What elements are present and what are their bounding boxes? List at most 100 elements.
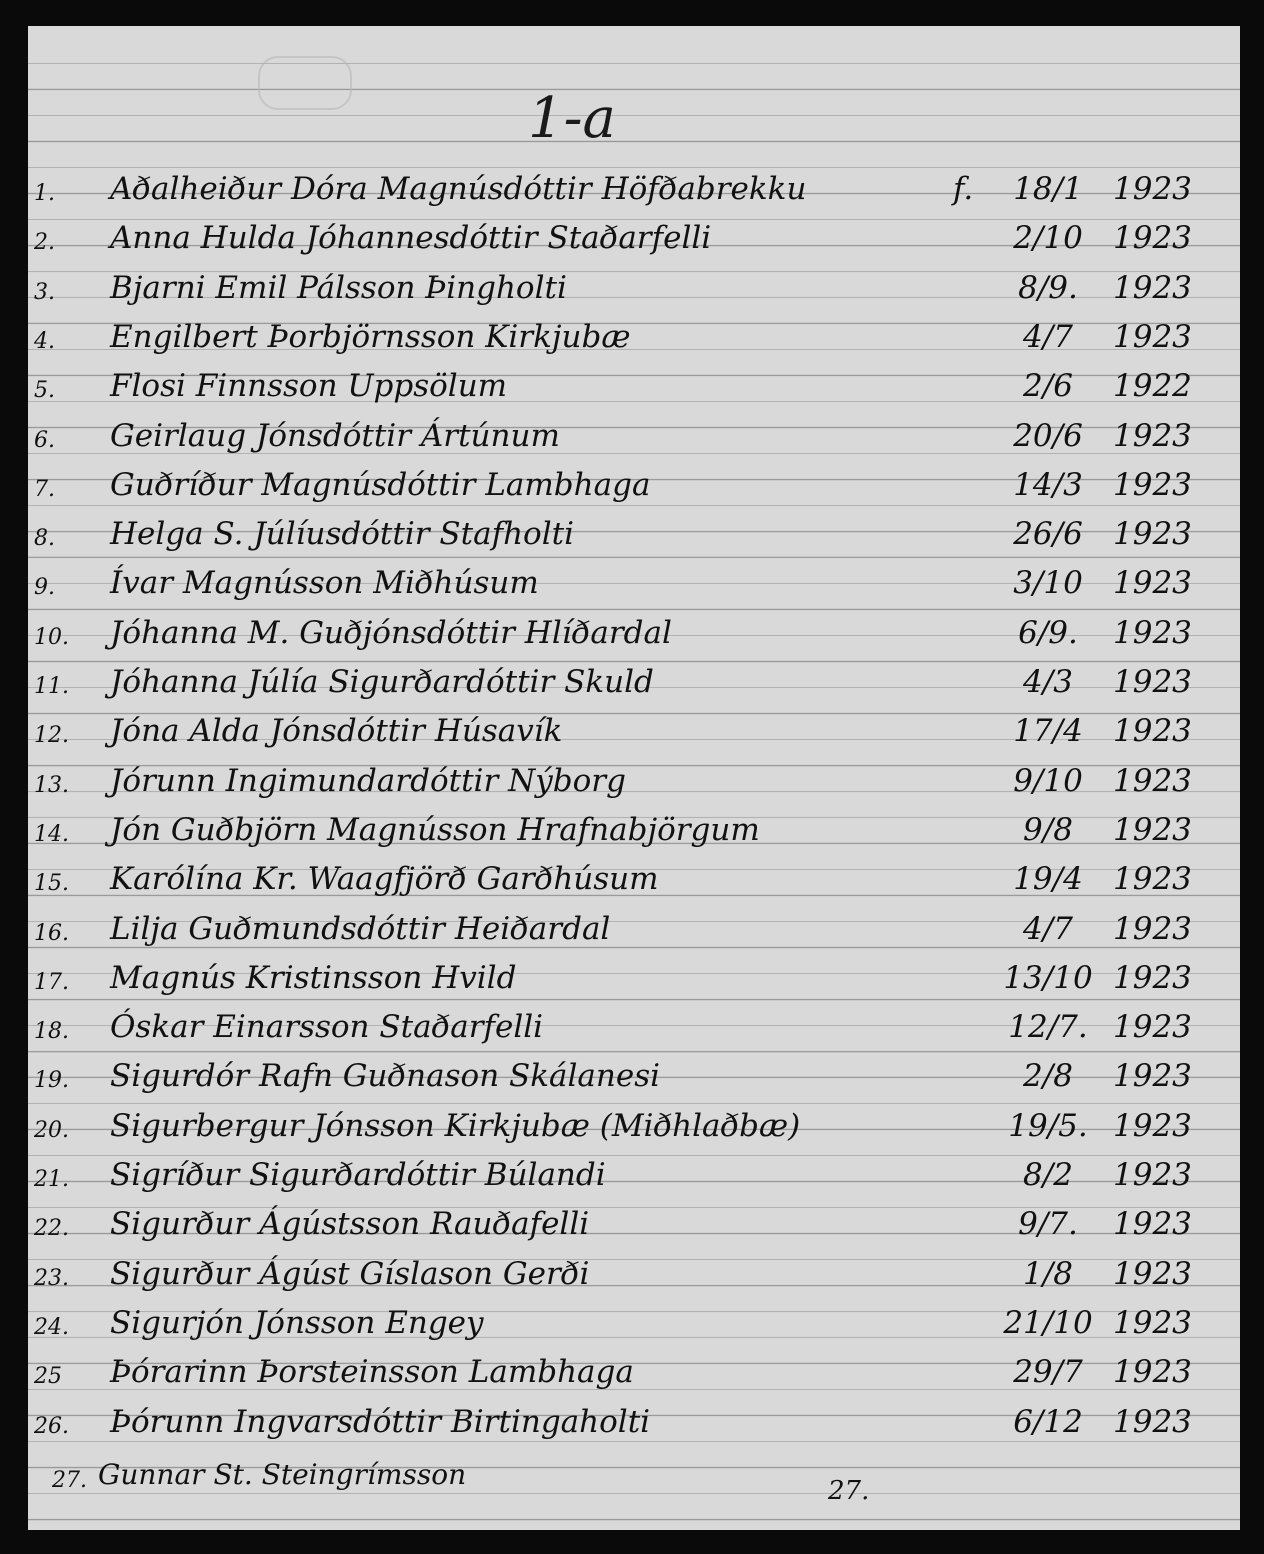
entry-name: Sigurdór Rafn Guðnason Skálanesi [110, 1058, 661, 1095]
birth-year: 1923 [1113, 959, 1192, 996]
entry-row: 17. Magnús Kristinsson Hvild 13/10 1923 [28, 960, 1240, 1000]
entry-name: Þórunn Ingvarsdóttir Birtingaholti [110, 1403, 651, 1440]
birth-year: 1923 [1113, 1304, 1192, 1341]
birth-date: 8/2 [1023, 1157, 1073, 1193]
entry-number: 23. [34, 1265, 69, 1291]
entry-number: 9. [34, 575, 55, 601]
birth-year: 1923 [1113, 220, 1192, 257]
birth-date: 14/3 [1013, 466, 1083, 503]
entry-number: 11. [34, 674, 69, 699]
entry-row: 14. Jón Guðbjörn Magnússon Hrafnabjörgum 9… [28, 812, 1240, 852]
birth-date: 21/10 [1003, 1304, 1093, 1341]
birth-year: 1923 [1113, 1354, 1192, 1391]
entry-row: 1. Aðalheiður Dóra Magnúsdóttir Höfðabrek… [28, 171, 1240, 211]
entry-number: 10. [34, 624, 69, 650]
entry-row: 3. Bjarni Emil Pálsson Þingholti 8/9. 1923 [28, 270, 1240, 310]
entry-number: 6. [34, 427, 55, 453]
birth-date: 6/12 [1013, 1403, 1083, 1440]
entry-number: 5. [34, 378, 55, 404]
entry-number: 8. [34, 526, 55, 552]
entry-number: 12. [34, 723, 69, 749]
page-heading: 1-a [528, 86, 616, 151]
document-page: 1-a 1. Aðalheiður Dóra Magnúsdóttir Höfða… [28, 26, 1240, 1530]
entry-name: Sigurður Ágúst Gíslason Gerði [110, 1255, 590, 1292]
birth-year: 1923 [1113, 1009, 1192, 1046]
birth-date: 17/4 [1013, 713, 1083, 750]
entry-row: 22. Sigurður Ágústsson Rauðafelli 9/7. 1923 [28, 1206, 1240, 1246]
entry-row: 21. Sigríður Sigurðardóttir Búlandi 8/2 192… [28, 1157, 1240, 1197]
entry-name: Jóna Alda Jónsdóttir Húsavík [110, 713, 563, 750]
entry-row: 8. Helga S. Júlíusdóttir Stafholti 26/6 192… [28, 516, 1240, 556]
entry-row: 12. Jóna Alda Jónsdóttir Húsavík 17/4 1923 [28, 713, 1240, 753]
entry-row: 4. Engilbert Þorbjörnsson Kirkjubæ 4/7 1923 [28, 319, 1240, 359]
entry-name: Lilja Guðmundsdóttir Heiðardal [110, 910, 611, 947]
birth-year: 1923 [1113, 614, 1192, 651]
entry-row: 15. Karólína Kr. Waagfjörð Garðhúsum 19/4 1… [28, 861, 1240, 901]
entry-number: 7. [34, 476, 55, 502]
birth-date: 4/3 [1023, 664, 1073, 700]
entry-name: Jórunn Ingimundardóttir Nýborg [110, 762, 626, 799]
entry-name: Gunnar St. Steingrímsson [98, 1458, 467, 1491]
birth-date: 9/7. [1018, 1206, 1078, 1243]
birth-year: 1923 [1113, 1107, 1192, 1144]
entry-row: 23. Sigurður Ágúst Gíslason Gerði 1/8 1923 [28, 1256, 1240, 1296]
entry-row: 26. Þórunn Ingvarsdóttir Birtingaholti 6/1… [28, 1404, 1240, 1444]
birth-year: 1923 [1113, 762, 1192, 799]
birth-year: 1923 [1113, 318, 1192, 355]
total-count: 27. [828, 1476, 870, 1506]
birth-year: 1923 [1113, 516, 1192, 553]
entry-name: Engilbert Þorbjörnsson Kirkjubæ [110, 318, 631, 355]
entry-number: 2. [34, 230, 55, 256]
entry-number: 15. [34, 871, 69, 897]
entry-number: 27. [52, 1468, 87, 1493]
birth-year: 1923 [1113, 664, 1192, 700]
entry-name: Sigurjón Jónsson Engey [110, 1304, 484, 1341]
birth-date: 29/7 [1013, 1354, 1083, 1391]
birth-year: 1923 [1113, 1255, 1192, 1292]
entry-row: 5. Flosi Finnsson Uppsölum 2/6 1922 [28, 368, 1240, 408]
entry-row: 9. Ívar Magnússon Miðhúsum 3/10 1923 [28, 565, 1240, 605]
birth-year: 1923 [1113, 713, 1192, 750]
entry-number: 20. [34, 1117, 69, 1143]
entry-number: 22. [34, 1216, 69, 1242]
entry-number: 17. [34, 969, 69, 995]
entry-name: Óskar Einarsson Staðarfelli [110, 1009, 544, 1046]
entry-row: 10. Jóhanna M. Guðjónsdóttir Hlíðardal 6/9… [28, 615, 1240, 655]
entry-number: 16. [34, 920, 69, 946]
entry-number: 13. [34, 772, 69, 798]
birth-date: 2/8 [1023, 1058, 1073, 1095]
birth-date: 13/10 [1003, 959, 1093, 996]
birth-date: 2/6 [1023, 368, 1073, 405]
entry-number: 18. [34, 1019, 69, 1045]
birth-year: 1923 [1113, 811, 1192, 848]
entry-number: 4. [34, 328, 55, 354]
entry-number: 21. [34, 1167, 69, 1192]
birth-date: 8/9. [1018, 269, 1078, 306]
entry-number: 26. [34, 1413, 69, 1439]
entry-row: 18. Óskar Einarsson Staðarfelli 12/7. 1923 [28, 1009, 1240, 1049]
birth-year: 1923 [1113, 861, 1192, 898]
birth-year: 1922 [1113, 368, 1192, 405]
entry-row: 20. Sigurbergur Jónsson Kirkjubæ (Miðhlað… [28, 1108, 1240, 1148]
entry-row: 7. Guðríður Magnúsdóttir Lambhaga 14/3 1923 [28, 467, 1240, 507]
birth-year: 1923 [1113, 1157, 1192, 1193]
entry-name: Sigurbergur Jónsson Kirkjubæ (Miðhlaðbæ) [110, 1107, 801, 1144]
entry-row: 13. Jórunn Ingimundardóttir Nýborg 9/10 192… [28, 763, 1240, 803]
entry-name: Anna Hulda Jóhannesdóttir Staðarfelli [110, 220, 712, 257]
birth-date: 4/7 [1023, 318, 1073, 355]
birth-date: 4/7 [1023, 910, 1073, 947]
birth-date: 3/10 [1013, 565, 1083, 602]
birth-date: 19/5. [1008, 1107, 1088, 1144]
extra-entry: 27. Gunnar St. Steingrímsson [28, 1458, 1240, 1498]
entry-number: 14. [34, 821, 69, 847]
entry-row: 6. Geirlaug Jónsdóttir Ártúnum 20/6 1923 [28, 418, 1240, 458]
birth-year: 1923 [1113, 417, 1192, 454]
entry-number: 1. [34, 181, 55, 206]
birth-prefix: f. [953, 171, 974, 207]
entry-row: 25 Þórarinn Þorsteinsson Lambhaga 29/7 1923 [28, 1354, 1240, 1394]
entry-name: Bjarni Emil Pálsson Þingholti [110, 269, 567, 306]
birth-year: 1923 [1113, 1206, 1192, 1243]
birth-date: 18/1 [1013, 171, 1083, 207]
birth-year: 1923 [1113, 269, 1192, 306]
entry-row: 16. Lilja Guðmundsdóttir Heiðardal 4/7 1923 [28, 911, 1240, 951]
